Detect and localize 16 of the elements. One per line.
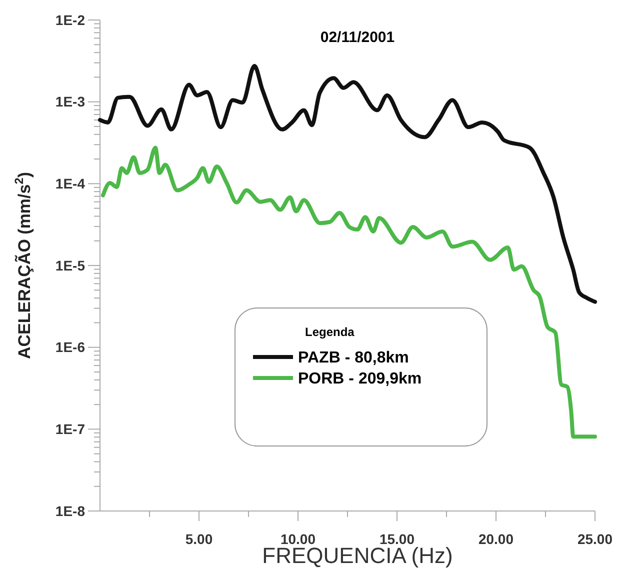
x-tick-label: 20.00 [478,531,514,547]
y-tick-label: 1E-8 [55,502,86,519]
line-series [100,146,597,439]
legend-label: PAZB - 80,8km [298,350,409,367]
x-tick-label: 5.00 [185,531,213,547]
legend-label: PORB - 209,9km [298,370,422,388]
y-tick-label: 1E-3 [55,94,86,110]
y-tick-label: 1E-5 [55,257,86,274]
y-tick-label: 1E-2 [55,12,86,28]
y-tick-label: 1E-4 [55,176,86,192]
y-tick-label: 1E-7 [55,421,86,438]
text: 02/11/2001 [320,29,395,46]
y-tick-label: 1E-6 [55,339,86,356]
x-tick-label: 25.00 [577,531,613,547]
line-series [98,64,597,304]
legend-title: Legenda [305,325,355,339]
